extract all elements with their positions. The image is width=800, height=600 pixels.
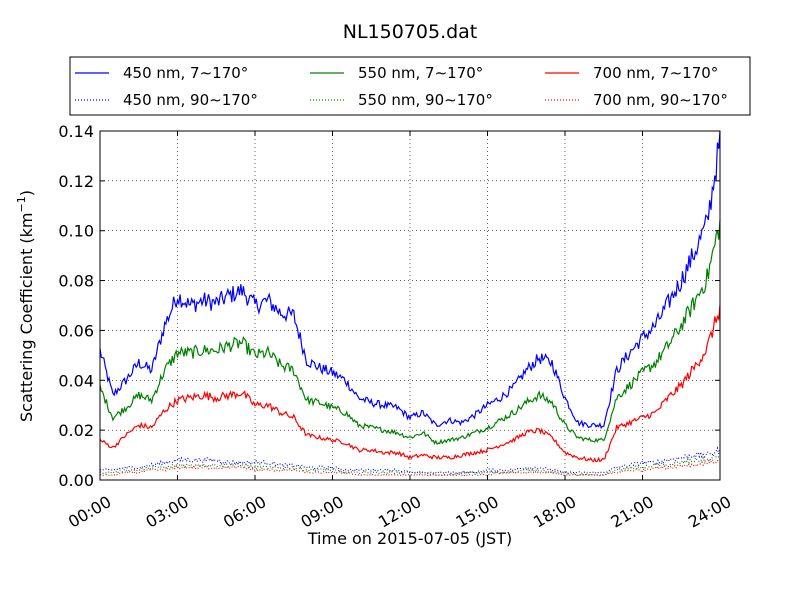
y-axis-label: Scattering Coefficient (km−1) — [15, 190, 36, 422]
series-line-1 — [99, 130, 721, 429]
series-line-2 — [99, 219, 721, 445]
y-tick-label: 0.14 — [58, 122, 94, 141]
legend: 450 nm, 7∼170° 550 nm, 7∼170° 700 nm, 7∼17… — [69, 56, 751, 116]
legend-label: 700 nm, 7∼170° — [593, 64, 718, 82]
y-axis-label-main: Scattering Coefficient (km — [17, 212, 36, 422]
plot-series — [99, 130, 721, 477]
y-tick-label: 0.04 — [58, 371, 94, 390]
legend-label: 450 nm, 90∼170° — [123, 91, 258, 109]
chart-title: NL150705.dat — [343, 21, 478, 43]
legend-label: 550 nm, 90∼170° — [358, 91, 493, 109]
legend-box — [69, 56, 751, 116]
y-tick-label: 0.06 — [58, 321, 94, 340]
y-axis-label-superscript: −1 — [15, 196, 28, 212]
y-tick-label: 0.00 — [58, 471, 94, 490]
legend-label: 450 nm, 7∼170° — [123, 64, 248, 82]
legend-label: 700 nm, 90∼170° — [593, 91, 728, 109]
y-axis-label-end: ) — [17, 190, 36, 196]
y-tick-label: 0.10 — [58, 222, 94, 241]
legend-label: 550 nm, 7∼170° — [358, 64, 483, 82]
series-line-4 — [99, 446, 721, 475]
y-tick-label: 0.12 — [58, 172, 94, 191]
series-line-3 — [99, 304, 721, 463]
y-tick-label: 0.02 — [58, 421, 94, 440]
x-axis-label: Time on 2015-07-05 (JST) — [307, 529, 512, 548]
grid — [100, 131, 720, 480]
y-tick-label: 0.08 — [58, 272, 94, 291]
